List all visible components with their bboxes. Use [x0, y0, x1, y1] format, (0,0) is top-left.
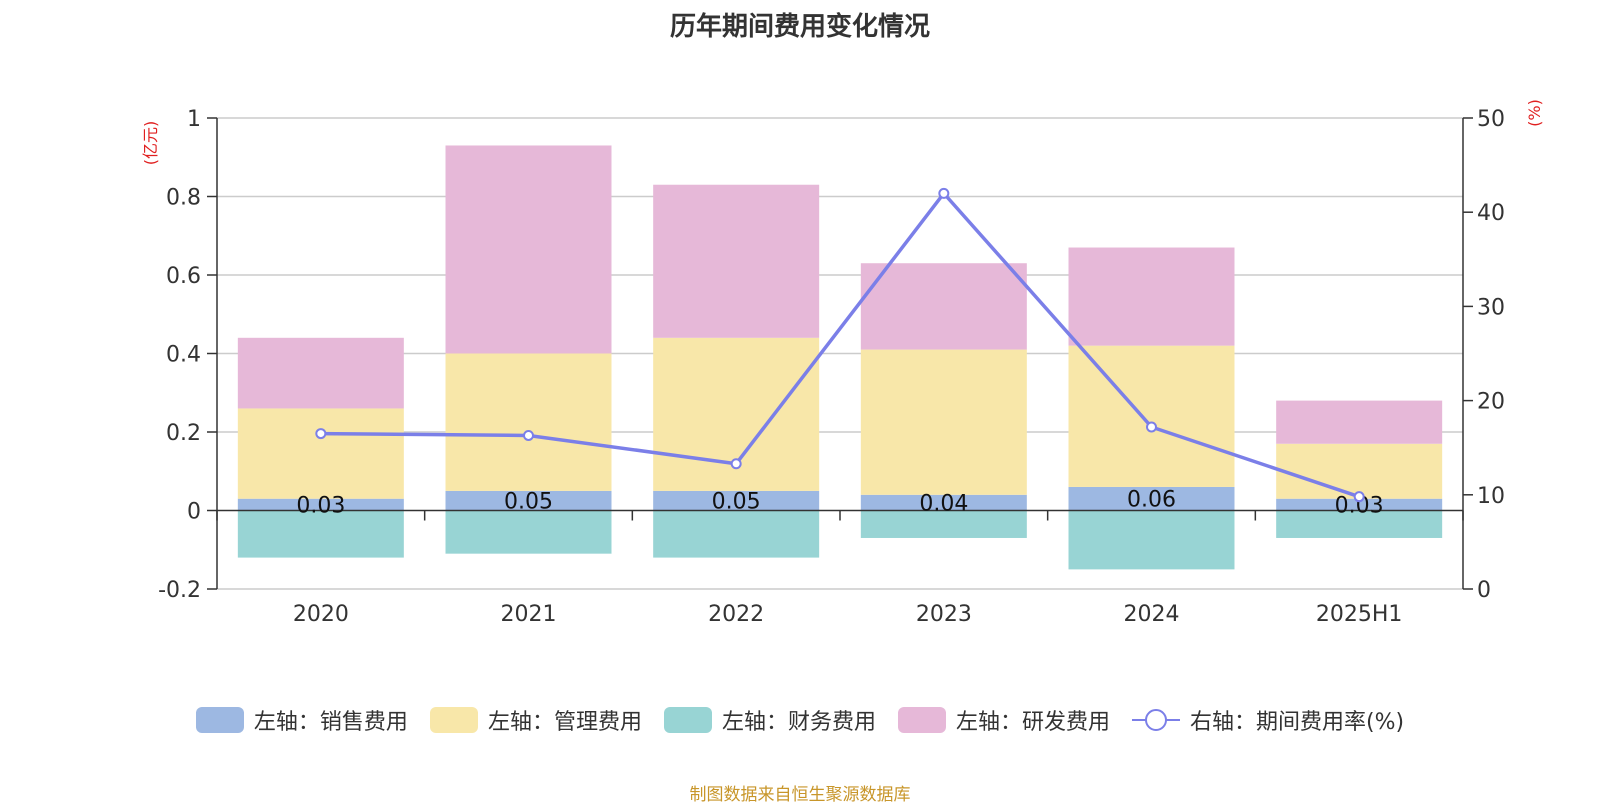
bar-admin [1068, 345, 1235, 487]
bar-finance [1276, 510, 1443, 538]
chart-area: -0.200.20.40.60.8101020304050(亿元)(%)2020… [141, 99, 1544, 627]
y-left-tick-label: 0.8 [166, 186, 201, 211]
legend-item-finance[interactable]: 左轴：财务费用 [663, 704, 876, 736]
x-tick-label: 2025H1 [1316, 602, 1403, 627]
bar-sales [1068, 486, 1235, 511]
legend-label-admin: 左轴：管理费用 [487, 710, 642, 735]
legend-swatch-rnd [897, 707, 946, 733]
y-right-tick-label: 40 [1477, 201, 1505, 226]
bar-sales [860, 494, 1027, 511]
line-point [523, 429, 534, 441]
bar-finance [653, 510, 820, 558]
x-tick-label: 2022 [708, 602, 764, 627]
x-tick-label: 2020 [293, 602, 349, 627]
line-point [1146, 421, 1157, 433]
y-right-tick-label: 30 [1477, 295, 1505, 320]
bar-rnd [445, 145, 612, 354]
line-point [1353, 491, 1365, 503]
y-left-tick-label: 0 [187, 500, 201, 525]
y-left-tick-label: 0.2 [166, 421, 201, 446]
source-note: 制图数据来自恒生聚源数据库 [689, 785, 911, 805]
bar-finance [237, 510, 404, 558]
bar-rnd [237, 337, 404, 409]
y-right-unit-label: (%) [1525, 99, 1544, 127]
legend-swatch-sales [195, 707, 244, 733]
x-tick-label: 2024 [1124, 602, 1180, 627]
data-label: 0.03 [296, 494, 345, 519]
legend-swatch-admin [429, 707, 478, 733]
y-right-tick-label: 10 [1477, 484, 1505, 509]
legend-item-sales[interactable]: 左轴：销售费用 [195, 704, 408, 736]
x-tick-label: 2021 [501, 602, 557, 627]
y-right-tick-label: 0 [1477, 578, 1491, 603]
legend-item-rnd[interactable]: 左轴：研发费用 [897, 704, 1110, 736]
bar-admin [445, 353, 612, 491]
bar-sales [445, 490, 612, 511]
bar-admin [860, 349, 1027, 495]
y-left-tick-label: 0.4 [166, 343, 201, 368]
bar-admin [237, 408, 404, 499]
chart-title: 历年期间费用变化情况 [669, 12, 930, 42]
line-point [730, 458, 742, 470]
legend-swatch-finance [663, 707, 712, 733]
line-expense-rate [320, 191, 1360, 499]
bar-rnd [653, 184, 820, 338]
line-point [938, 187, 950, 199]
x-tick-label: 2023 [916, 602, 972, 627]
data-label: 0.05 [712, 490, 761, 515]
data-label: 0.05 [504, 490, 553, 515]
legend-label-finance: 左轴：财务费用 [721, 710, 876, 735]
y-right-tick-label: 20 [1477, 390, 1505, 415]
bar-rnd [860, 263, 1027, 350]
legend-line-marker-icon [1131, 709, 1180, 731]
data-label: 0.04 [919, 492, 968, 517]
bar-rnd [1276, 400, 1443, 444]
legend: 左轴：销售费用 左轴：管理费用 左轴：财务费用 左轴：研发费用 右轴：期间费用率… [0, 704, 1600, 736]
bar-admin [1276, 443, 1443, 499]
y-right-tick-label: 50 [1477, 107, 1505, 132]
data-label: 0.06 [1127, 488, 1176, 513]
legend-item-expense-rate[interactable]: 右轴：期间费用率(%) [1131, 704, 1405, 736]
y-left-tick-label: 0.6 [166, 264, 201, 289]
line-point [315, 428, 327, 440]
bar-finance [445, 510, 612, 554]
bar-finance [1068, 510, 1235, 570]
bar-sales [653, 490, 820, 511]
bar-sales [1276, 498, 1443, 511]
bar-finance [860, 510, 1027, 538]
legend-label-rnd: 左轴：研发费用 [955, 710, 1110, 735]
bar-sales [237, 498, 404, 511]
bar-rnd [1068, 247, 1235, 346]
y-left-tick-label: -0.2 [158, 578, 201, 603]
legend-item-admin[interactable]: 左轴：管理费用 [429, 704, 642, 736]
legend-label-sales: 左轴：销售费用 [253, 710, 408, 735]
legend-label-expense-rate: 右轴：期间费用率(%) [1189, 710, 1405, 735]
y-left-unit-label: (亿元) [141, 121, 160, 166]
y-left-tick-label: 1 [187, 107, 201, 132]
